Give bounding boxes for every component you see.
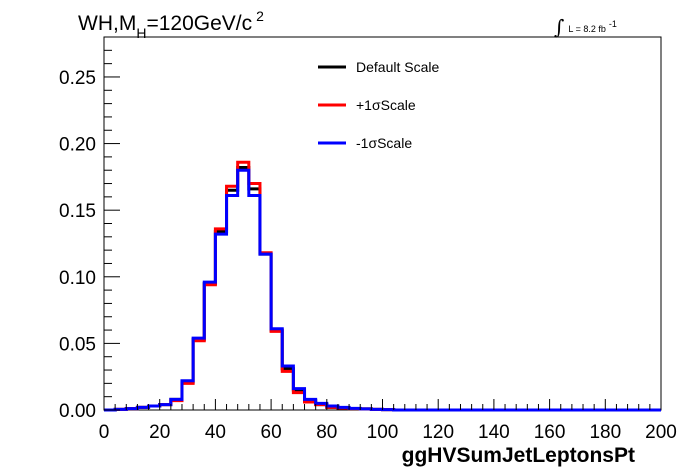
integral-symbol: ∫ [554, 15, 564, 39]
legend-label-2: -1σScale [356, 135, 412, 151]
x-tick-label: 100 [367, 422, 399, 443]
chart-title-main: WH,M [78, 12, 136, 35]
x-tick-label: 0 [99, 422, 110, 443]
y-tick-label: 0.05 [59, 334, 96, 355]
luminosity-superscript: -1 [609, 19, 617, 29]
chart-title-subscript: H [136, 25, 146, 41]
y-tick-label: 0.15 [59, 201, 96, 222]
legend: Default Scale +1σScale -1σScale [318, 59, 439, 151]
series-line-2 [104, 168, 661, 412]
x-tick-label: 40 [205, 422, 226, 443]
chart-title-superscript: 2 [256, 8, 264, 24]
axis-layer: 0 20 40 60 80 100 120 140 160 180 200 0.00 0.05 0.10 0… [59, 36, 677, 443]
x-tick-label: 60 [261, 422, 282, 443]
luminosity-text: L = 8.2 fb [568, 24, 605, 34]
x-axis-label: ggHVSumJetLeptonsPt [402, 444, 635, 467]
x-tick-label: 160 [534, 422, 566, 443]
x-tick-label: 120 [422, 422, 454, 443]
x-tick-label: 140 [478, 422, 510, 443]
x-tick-label: 80 [316, 422, 337, 443]
y-tick-label: 0.00 [59, 401, 96, 422]
legend-label-0: Default Scale [356, 59, 439, 75]
x-tick-label: 180 [589, 422, 621, 443]
x-tick-label: 200 [645, 422, 677, 443]
luminosity-label: ∫ L = 8.2 fb -1 [554, 15, 617, 39]
y-tick-label: 0.20 [59, 135, 96, 156]
chart-title-rest: =120GeV/c [146, 12, 252, 35]
legend-label-1: +1σScale [356, 97, 416, 113]
x-tick-label: 20 [149, 422, 170, 443]
y-tick-label: 0.25 [59, 68, 96, 89]
series-layer [104, 160, 661, 412]
chart-title: WH,MH=120GeV/c 2 [78, 8, 264, 41]
y-tick-label: 0.10 [59, 268, 96, 289]
